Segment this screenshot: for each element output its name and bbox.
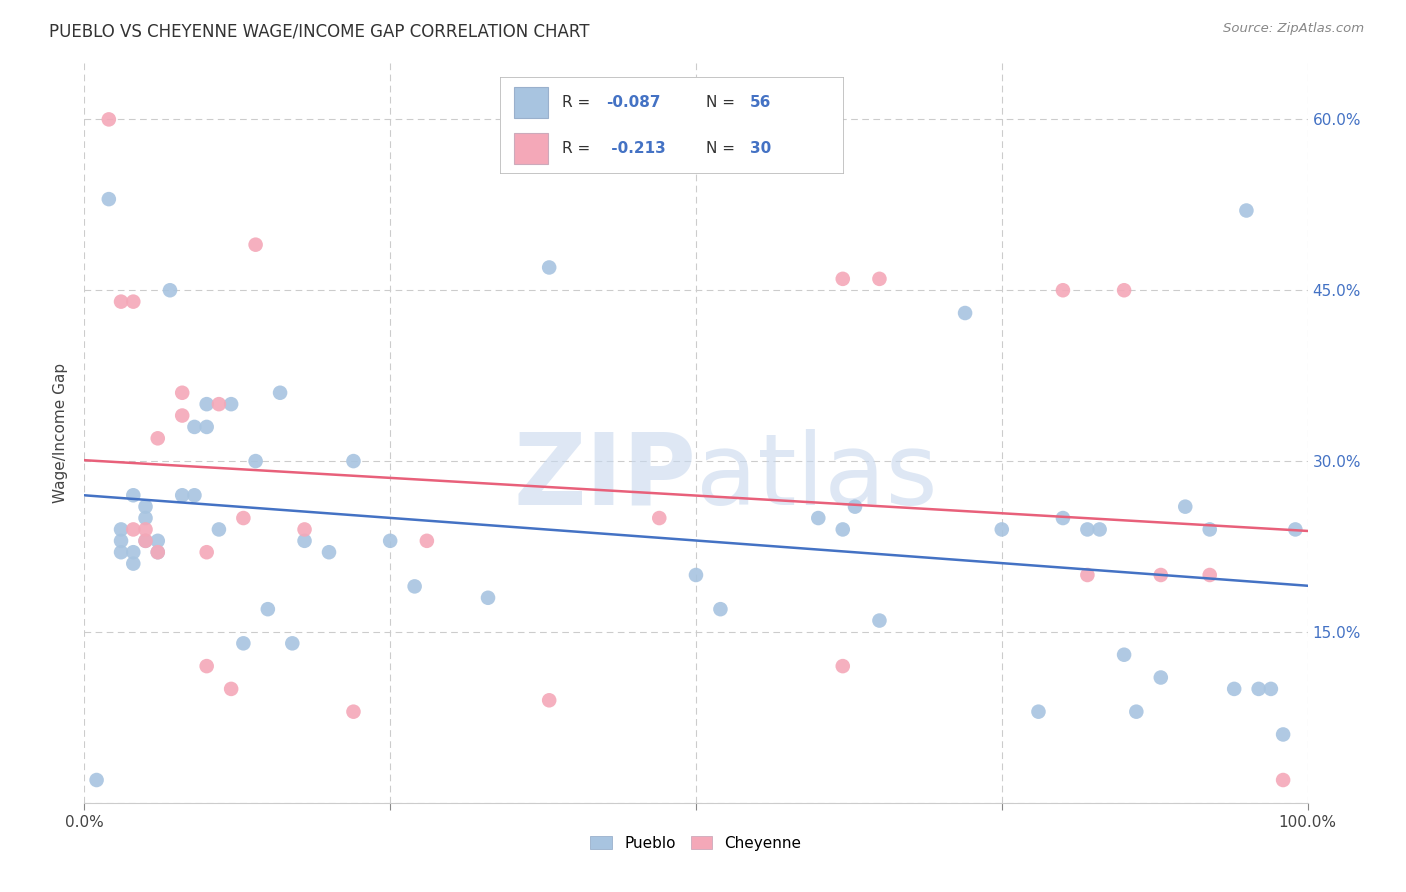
Point <box>183 420 205 434</box>
Point <box>122 488 145 502</box>
Point <box>1088 523 1111 537</box>
Point <box>294 523 316 537</box>
Point <box>122 523 145 537</box>
Point <box>208 523 231 537</box>
Point <box>110 523 132 537</box>
Point <box>1150 568 1173 582</box>
Point <box>1260 681 1282 696</box>
Point <box>172 488 194 502</box>
Text: PUEBLO VS CHEYENNE WAGE/INCOME GAP CORRELATION CHART: PUEBLO VS CHEYENNE WAGE/INCOME GAP CORRE… <box>49 22 589 40</box>
Point <box>245 237 267 252</box>
Point <box>122 545 145 559</box>
Point <box>135 511 157 525</box>
Point <box>1272 727 1295 741</box>
Point <box>195 659 218 673</box>
Point <box>110 533 132 548</box>
Point <box>416 533 439 548</box>
Point <box>1052 511 1074 525</box>
Point <box>219 397 242 411</box>
Point <box>709 602 731 616</box>
Point <box>991 523 1014 537</box>
Point <box>1076 523 1098 537</box>
Point <box>1174 500 1197 514</box>
Point <box>86 772 108 787</box>
Point <box>195 397 218 411</box>
Point <box>1052 283 1074 297</box>
Point <box>831 659 853 673</box>
Point <box>135 533 157 548</box>
Point <box>869 614 891 628</box>
Point <box>538 260 561 275</box>
Y-axis label: Wage/Income Gap: Wage/Income Gap <box>53 362 69 503</box>
Point <box>172 409 194 423</box>
Point <box>146 533 169 548</box>
Point <box>342 454 364 468</box>
Point <box>135 500 157 514</box>
Point <box>232 636 254 650</box>
Point <box>869 272 891 286</box>
Point <box>281 636 304 650</box>
Point <box>844 500 866 514</box>
Point <box>1114 283 1136 297</box>
Point <box>269 385 291 400</box>
Point <box>404 579 426 593</box>
Point <box>807 511 830 525</box>
Point <box>122 294 145 309</box>
Point <box>1198 523 1220 537</box>
Point <box>257 602 280 616</box>
Point <box>1284 523 1306 537</box>
Text: atlas: atlas <box>696 428 938 525</box>
Point <box>159 283 181 297</box>
Point <box>97 192 120 206</box>
Point <box>97 112 120 127</box>
Point <box>1125 705 1147 719</box>
Text: Source: ZipAtlas.com: Source: ZipAtlas.com <box>1223 22 1364 36</box>
Point <box>183 488 205 502</box>
Point <box>648 511 671 525</box>
Point <box>195 420 218 434</box>
Point <box>232 511 254 525</box>
Point <box>146 545 169 559</box>
Point <box>538 693 561 707</box>
Point <box>245 454 267 468</box>
Point <box>1028 705 1050 719</box>
Text: ZIP: ZIP <box>513 428 696 525</box>
Point <box>1247 681 1270 696</box>
Point <box>135 523 157 537</box>
Point <box>208 397 231 411</box>
Point <box>477 591 499 605</box>
Point <box>294 533 316 548</box>
Point <box>122 557 145 571</box>
Point <box>1223 681 1246 696</box>
Point <box>110 294 132 309</box>
Point <box>380 533 402 548</box>
Point <box>1114 648 1136 662</box>
Legend: Pueblo, Cheyenne: Pueblo, Cheyenne <box>591 836 801 851</box>
Point <box>146 431 169 445</box>
Point <box>831 523 853 537</box>
Point <box>195 545 218 559</box>
Point <box>953 306 976 320</box>
Point <box>318 545 340 559</box>
Point <box>685 568 707 582</box>
Point <box>110 545 132 559</box>
Point <box>1198 568 1220 582</box>
Point <box>342 705 364 719</box>
Point <box>1236 203 1258 218</box>
Point <box>1076 568 1098 582</box>
Point <box>172 385 194 400</box>
Point <box>146 545 169 559</box>
Point <box>1272 772 1295 787</box>
Point <box>831 272 853 286</box>
Point <box>1150 671 1173 685</box>
Point <box>135 533 157 548</box>
Point <box>219 681 242 696</box>
